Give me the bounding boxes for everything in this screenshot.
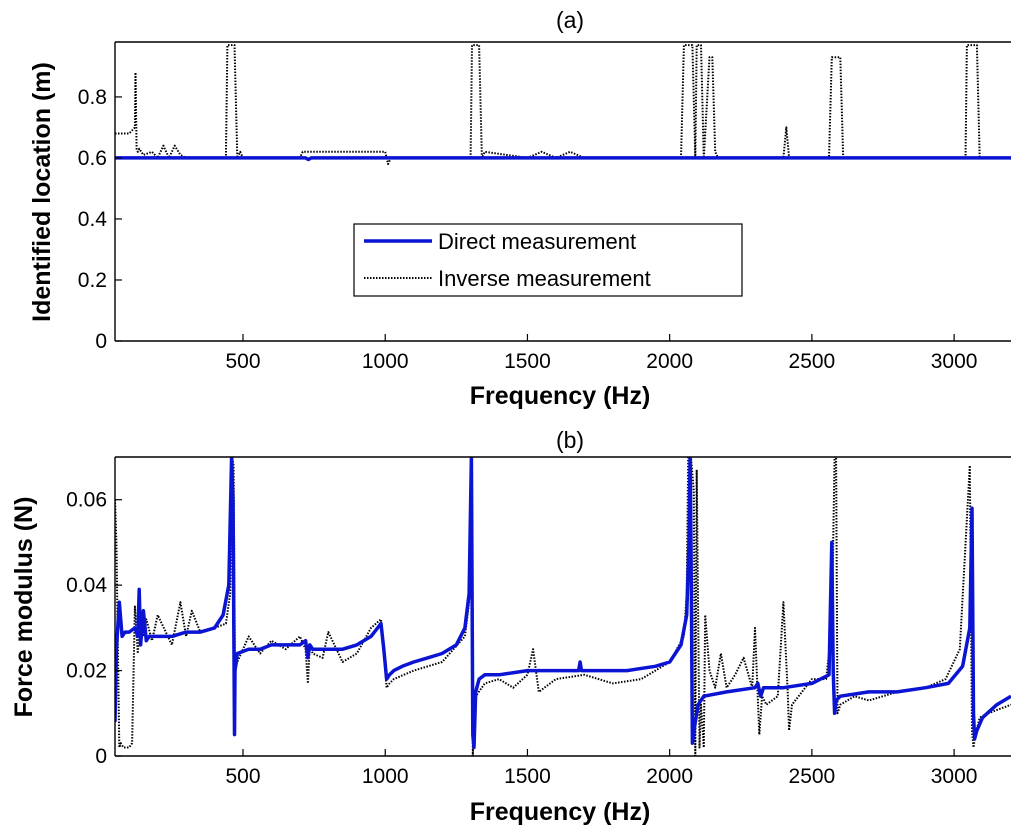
panel-b-y-tick-label: 0.04 (66, 574, 107, 597)
panel-b-x-label: Frequency (Hz) (470, 798, 651, 826)
panel-a-y-tick-label: 0.8 (78, 86, 107, 109)
panel-a-y-label: Identified location (m) (28, 62, 56, 322)
panel-b-title: (b) (556, 427, 584, 453)
panel-b-x-tick-label: 500 (225, 765, 260, 788)
panel-b-series (115, 457, 1011, 756)
panel-b-ticks: 500 1000 1500 2000 2500 3000 0 0.02 0.04 0.06 (66, 489, 977, 788)
panel-b-y-label: Force modulus (N) (10, 497, 38, 718)
panel-a-y-tick-label: 0.6 (78, 147, 107, 170)
panel-a-x-label: Frequency (Hz) (470, 382, 651, 410)
panel-b-y-tick-label: 0.06 (66, 489, 107, 512)
panel-a-y-tick-label: 0 (95, 330, 107, 353)
panel-b-x-tick-label: 2000 (646, 765, 693, 788)
panel-a-x-tick-label: 1000 (362, 350, 409, 373)
panel-b: (b) 500 1000 1500 2000 2500 3000 0 0.02 0.04 0.06… (10, 427, 1011, 826)
panel-a-x-tick-label: 1500 (504, 350, 551, 373)
panel-a-ticks: 500 1000 1500 2000 2500 3000 0 0.2 0.4 0.6 0.8 (78, 86, 978, 373)
panel-b-x-tick-label: 1000 (362, 765, 409, 788)
legend-inverse-label: Inverse measurement (438, 266, 651, 291)
panel-b-x-tick-label: 2500 (789, 765, 836, 788)
panel-a-x-tick-label: 3000 (931, 350, 978, 373)
panel-b-x-tick-label: 1500 (504, 765, 551, 788)
legend-direct-label: Direct measurement (438, 229, 636, 254)
panel-a-x-tick-label: 2000 (646, 350, 693, 373)
panel-b-x-tick-label: 3000 (931, 765, 978, 788)
panel-a-y-tick-label: 0.4 (78, 208, 108, 231)
legend: Direct measurement Inverse measurement (353, 223, 743, 297)
panel-a-x-tick-label: 500 (225, 350, 260, 373)
panel-b-y-tick-label: 0 (95, 745, 107, 768)
panel-b-y-tick-label: 0.02 (66, 660, 107, 683)
panel-a-direct-series-line (115, 156, 1011, 162)
panel-a-series (115, 44, 1011, 165)
panel-b-plot-area (115, 457, 1011, 756)
panel-a: (a) 500 1000 1500 2000 2500 3000 0 0.2 0.4 0.6 0.8… (28, 7, 1011, 410)
panel-a-y-tick-label: 0.2 (78, 269, 107, 292)
panel-a-title: (a) (556, 7, 584, 33)
panel-b-direct-series-line (115, 457, 1011, 750)
legend-box (353, 223, 743, 297)
panel-a-x-tick-label: 2500 (789, 350, 836, 373)
